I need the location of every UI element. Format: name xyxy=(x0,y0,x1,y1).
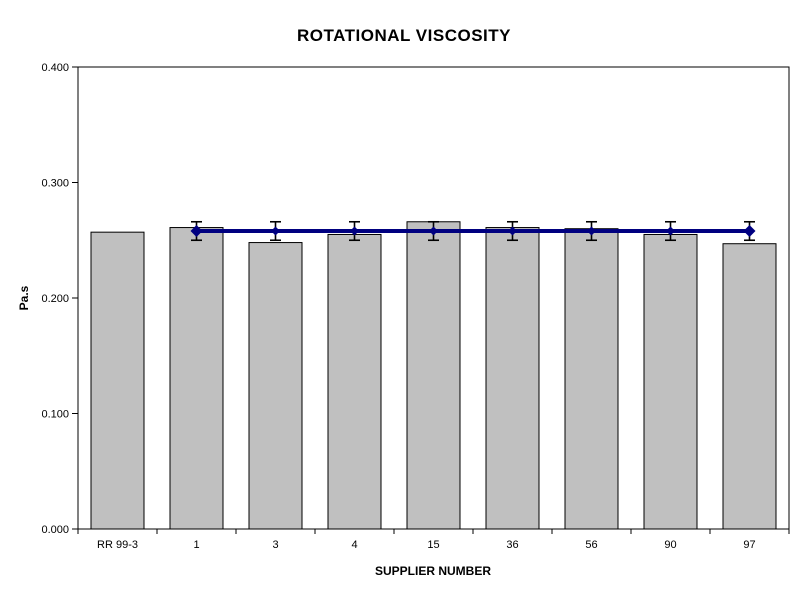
y-tick-label: 0.100 xyxy=(41,409,69,421)
line-marker-diamond xyxy=(666,226,675,236)
y-tick-label: 0.400 xyxy=(41,62,69,74)
x-category-label: 1 xyxy=(193,539,199,551)
x-category-label: RR 99-3 xyxy=(97,539,138,551)
x-category-label: 90 xyxy=(664,539,676,551)
bar xyxy=(248,242,303,530)
bar xyxy=(406,221,461,530)
bar xyxy=(90,231,145,530)
y-tick-label: 0.300 xyxy=(41,178,69,190)
bar xyxy=(643,233,698,530)
line-marker-diamond xyxy=(190,225,203,238)
x-category-label: 4 xyxy=(351,539,357,551)
x-category-label: 97 xyxy=(743,539,755,551)
line-marker-diamond xyxy=(350,226,359,236)
y-tick-label: 0.200 xyxy=(41,293,69,305)
x-category-label: 3 xyxy=(272,539,278,551)
bar xyxy=(722,243,777,530)
chart-title: ROTATIONAL VISCOSITY xyxy=(296,26,511,45)
x-category-label: 36 xyxy=(506,539,518,551)
line-marker-diamond xyxy=(508,226,517,236)
bar xyxy=(485,227,540,530)
bar xyxy=(564,228,619,530)
x-axis-title: SUPPLIER NUMBER xyxy=(374,564,492,578)
line-marker-diamond xyxy=(271,226,280,236)
y-tick-label: 0.000 xyxy=(41,524,69,536)
x-category-label: 15 xyxy=(427,539,439,551)
line-marker-diamond xyxy=(429,226,438,236)
line-marker-diamond xyxy=(587,226,596,236)
bar xyxy=(327,233,382,530)
bar xyxy=(169,227,224,530)
line-marker-diamond xyxy=(743,225,756,238)
x-category-label: 56 xyxy=(585,539,597,551)
